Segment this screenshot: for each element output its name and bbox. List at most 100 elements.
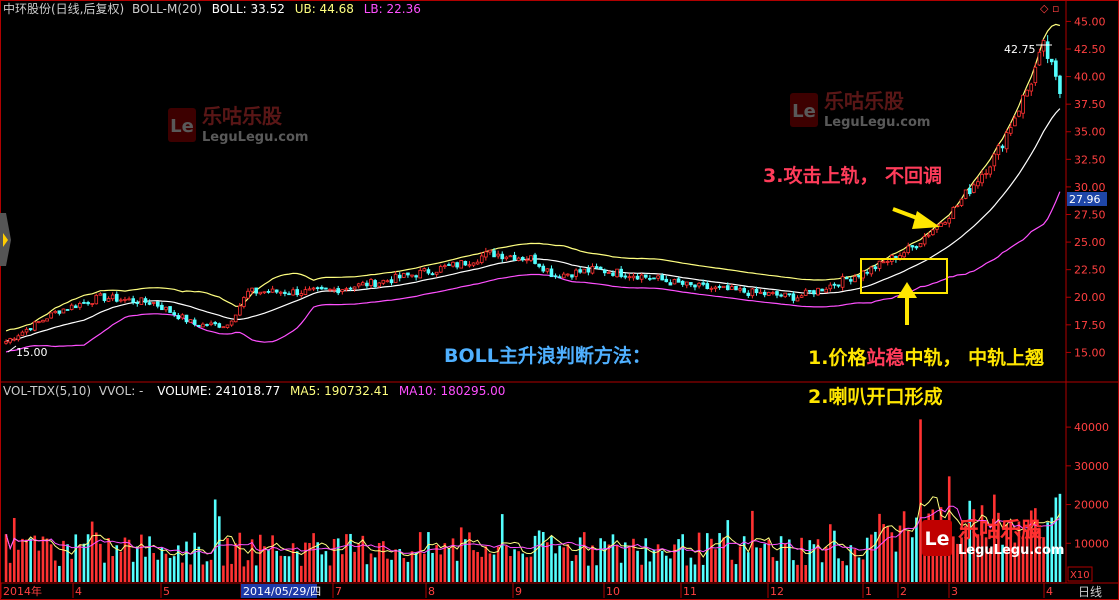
candle bbox=[1000, 144, 1005, 152]
diamond-icon[interactable]: ◇ bbox=[1040, 2, 1049, 15]
low-marker-line bbox=[7, 345, 17, 353]
price-tick: 17.50 bbox=[1066, 319, 1106, 332]
candle bbox=[414, 274, 418, 281]
price-tick: 40.00 bbox=[1066, 71, 1106, 84]
volume-bar bbox=[853, 549, 857, 582]
candle bbox=[57, 310, 62, 316]
volume-bar bbox=[382, 541, 385, 582]
candle bbox=[652, 277, 656, 280]
volume-bar bbox=[82, 543, 86, 582]
volume-bar bbox=[1054, 497, 1058, 582]
candle bbox=[262, 291, 267, 294]
candle bbox=[602, 268, 607, 277]
candle bbox=[537, 263, 541, 269]
volume-ma5-line bbox=[5, 496, 1061, 558]
candle bbox=[996, 143, 1001, 160]
candle bbox=[619, 266, 623, 279]
candle bbox=[1008, 123, 1013, 137]
time-tick: 4 bbox=[1043, 583, 1053, 598]
candle bbox=[988, 165, 993, 178]
candle bbox=[500, 251, 505, 263]
volume-bar bbox=[599, 538, 602, 582]
candle bbox=[299, 290, 304, 298]
volume-bar bbox=[611, 534, 615, 582]
candle bbox=[479, 252, 484, 265]
time-axis: 2014年 4 5 2014/05/29/四 7 8 9 10 11 12 1 2 3 4 bbox=[0, 583, 1053, 598]
price-tick-label: 25.00 bbox=[1074, 236, 1106, 249]
candle bbox=[102, 293, 107, 303]
volume-bar bbox=[632, 538, 635, 582]
candle bbox=[553, 273, 558, 279]
candle bbox=[795, 295, 800, 302]
volume-bar bbox=[398, 548, 402, 582]
candle bbox=[155, 301, 160, 309]
dropdown-icon[interactable]: ▫ bbox=[1052, 2, 1059, 15]
volume-bar bbox=[172, 556, 176, 582]
time-tick-label: 9 bbox=[515, 585, 522, 598]
candle bbox=[28, 328, 33, 332]
volume-tick: 40000 bbox=[1066, 421, 1109, 434]
candle bbox=[45, 318, 49, 322]
volume-bar bbox=[447, 548, 451, 582]
volume-bar bbox=[767, 539, 771, 582]
volume-bar bbox=[242, 566, 246, 582]
candle bbox=[328, 288, 332, 293]
price-tick: 37.50 bbox=[1066, 98, 1106, 111]
candle bbox=[570, 274, 574, 280]
time-tick-label: 2014年 bbox=[3, 584, 42, 598]
candle bbox=[611, 270, 615, 277]
candle bbox=[976, 176, 980, 189]
period-label[interactable]: 日线 bbox=[1078, 585, 1102, 599]
candle bbox=[69, 303, 74, 311]
volume-bar bbox=[1058, 493, 1062, 582]
watermark-en: LeguLegu.com bbox=[958, 543, 1064, 558]
volume-bar bbox=[911, 537, 914, 582]
volume-bar bbox=[558, 545, 561, 582]
volume-bar bbox=[796, 564, 799, 582]
price-tick-label: 45.00 bbox=[1074, 15, 1106, 28]
volume-bar bbox=[677, 539, 680, 582]
volume-bar bbox=[8, 562, 12, 582]
candle bbox=[869, 266, 874, 277]
volume-bar bbox=[496, 546, 500, 582]
time-tick: 12 bbox=[767, 583, 784, 598]
candle bbox=[574, 268, 578, 280]
annotation-step2: 2.喇叭开口形成 bbox=[808, 385, 942, 408]
volume-bar bbox=[488, 553, 492, 582]
volume-bar bbox=[86, 534, 90, 582]
candle bbox=[672, 278, 677, 285]
volume-bar bbox=[882, 524, 885, 582]
candle bbox=[828, 282, 833, 292]
volume-bar bbox=[1038, 528, 1041, 582]
candle bbox=[389, 276, 394, 286]
candle bbox=[274, 289, 279, 294]
volume-bar bbox=[238, 532, 242, 582]
candle bbox=[656, 273, 660, 282]
volume-bar bbox=[70, 558, 73, 582]
volume-bar bbox=[783, 543, 787, 582]
candle bbox=[734, 285, 738, 291]
candle bbox=[525, 256, 529, 264]
volume-bar bbox=[730, 559, 734, 582]
volume-bar bbox=[628, 545, 631, 582]
candle bbox=[1058, 74, 1062, 99]
volume-bar bbox=[164, 553, 168, 582]
candle bbox=[578, 266, 582, 274]
candle bbox=[114, 291, 119, 303]
volume-bar bbox=[861, 559, 865, 582]
candle bbox=[1017, 110, 1021, 118]
volume-bar bbox=[693, 564, 697, 582]
candle bbox=[336, 285, 341, 296]
lb-value: LB: 22.36 bbox=[364, 2, 421, 16]
volume-bar bbox=[537, 530, 541, 582]
volume-bar bbox=[476, 551, 479, 582]
volume-bar bbox=[275, 550, 279, 582]
candle bbox=[582, 268, 587, 274]
candle bbox=[984, 169, 988, 179]
volume-bar bbox=[993, 494, 996, 582]
candle bbox=[598, 266, 603, 270]
volume-bar bbox=[176, 545, 180, 582]
candle bbox=[980, 170, 984, 187]
volume-bar bbox=[505, 546, 508, 582]
candle bbox=[787, 293, 792, 297]
